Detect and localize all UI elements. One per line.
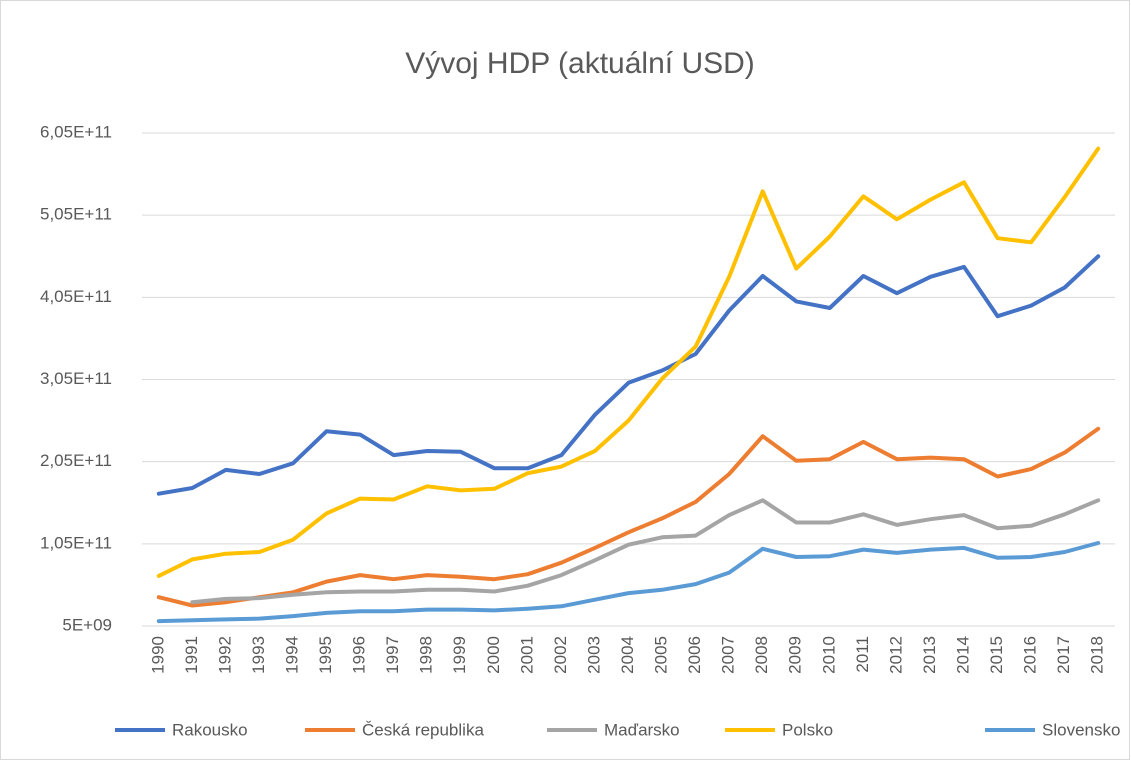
x-tick-label: 2017 xyxy=(1054,636,1073,674)
x-tick-label: 2009 xyxy=(786,636,805,674)
x-tick-label: 2013 xyxy=(920,636,939,674)
x-tick-label: 1998 xyxy=(417,636,436,674)
x-tick-label: 2003 xyxy=(584,636,603,674)
series-line xyxy=(156,426,1101,608)
x-tick-label: 1991 xyxy=(182,636,201,674)
x-tick-label: 2016 xyxy=(1021,636,1040,674)
x-tick-label: 1990 xyxy=(148,636,167,674)
x-tick-label: 2011 xyxy=(853,636,872,673)
x-tick-label: 2014 xyxy=(954,636,973,674)
x-tick-label: 2000 xyxy=(484,636,503,674)
series-line xyxy=(156,541,1101,624)
legend-label: Maďarsko xyxy=(604,720,680,739)
x-tick-label: 2012 xyxy=(886,636,905,674)
x-tick-label: 2015 xyxy=(987,636,1006,674)
legend-label: Rakousko xyxy=(172,720,248,739)
legend-label: Polsko xyxy=(782,720,833,739)
y-tick-label: 1,05E+11 xyxy=(40,533,112,552)
y-tick-label: 6,05E+11 xyxy=(40,122,112,141)
x-tick-label: 1995 xyxy=(316,636,335,674)
y-tick-label: 5,05E+11 xyxy=(40,205,112,224)
chart-title: Vývoj HDP (aktuální USD) xyxy=(405,47,755,80)
x-tick-label: 1992 xyxy=(215,636,234,674)
x-tick-label: 1994 xyxy=(282,636,301,674)
x-tick-label: 2005 xyxy=(652,636,671,674)
series-line xyxy=(156,146,1101,578)
legend-label: Slovensko xyxy=(1042,720,1120,739)
x-tick-label: 2002 xyxy=(551,636,570,674)
x-tick-label: 2008 xyxy=(752,636,771,674)
x-tick-label: 2018 xyxy=(1088,636,1107,674)
x-tick-label: 2001 xyxy=(517,636,536,674)
x-tick-label: 2010 xyxy=(819,636,838,674)
y-tick-label: 2,05E+11 xyxy=(40,451,112,470)
x-tick-label: 1996 xyxy=(350,636,369,674)
y-tick-label: 4,05E+11 xyxy=(40,287,112,306)
x-tick-label: 1997 xyxy=(383,636,402,674)
x-tick-label: 2004 xyxy=(618,636,637,674)
x-tick-label: 2006 xyxy=(685,636,704,674)
series-line xyxy=(156,254,1101,496)
x-tick-label: 2007 xyxy=(719,636,738,674)
series-line xyxy=(190,498,1101,605)
y-tick-label: 3,05E+11 xyxy=(40,369,112,388)
legend-label: Česká republika xyxy=(362,720,484,739)
y-tick-label: 5E+09 xyxy=(62,615,112,634)
x-tick-label: 1999 xyxy=(450,636,469,674)
x-tick-label: 1993 xyxy=(249,636,268,674)
